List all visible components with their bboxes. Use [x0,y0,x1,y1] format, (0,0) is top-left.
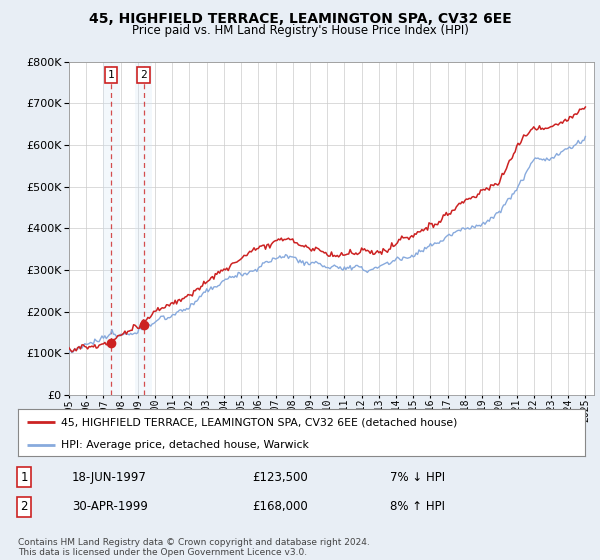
Text: HPI: Average price, detached house, Warwick: HPI: Average price, detached house, Warw… [61,440,308,450]
Text: 30-APR-1999: 30-APR-1999 [72,500,148,514]
Text: 45, HIGHFIELD TERRACE, LEAMINGTON SPA, CV32 6EE (detached house): 45, HIGHFIELD TERRACE, LEAMINGTON SPA, C… [61,417,457,427]
Text: 1: 1 [108,70,115,80]
Text: £123,500: £123,500 [252,470,308,484]
Text: Contains HM Land Registry data © Crown copyright and database right 2024.
This d: Contains HM Land Registry data © Crown c… [18,538,370,557]
Bar [103,62,120,395]
Text: 2: 2 [140,70,147,80]
Text: 1: 1 [20,470,28,484]
Text: £168,000: £168,000 [252,500,308,514]
Text: 45, HIGHFIELD TERRACE, LEAMINGTON SPA, CV32 6EE: 45, HIGHFIELD TERRACE, LEAMINGTON SPA, C… [89,12,511,26]
Text: 8% ↑ HPI: 8% ↑ HPI [390,500,445,514]
Text: Price paid vs. HM Land Registry's House Price Index (HPI): Price paid vs. HM Land Registry's House … [131,24,469,37]
Text: 7% ↓ HPI: 7% ↓ HPI [390,470,445,484]
Text: 18-JUN-1997: 18-JUN-1997 [72,470,147,484]
Text: 2: 2 [20,500,28,514]
Bar [135,62,152,395]
